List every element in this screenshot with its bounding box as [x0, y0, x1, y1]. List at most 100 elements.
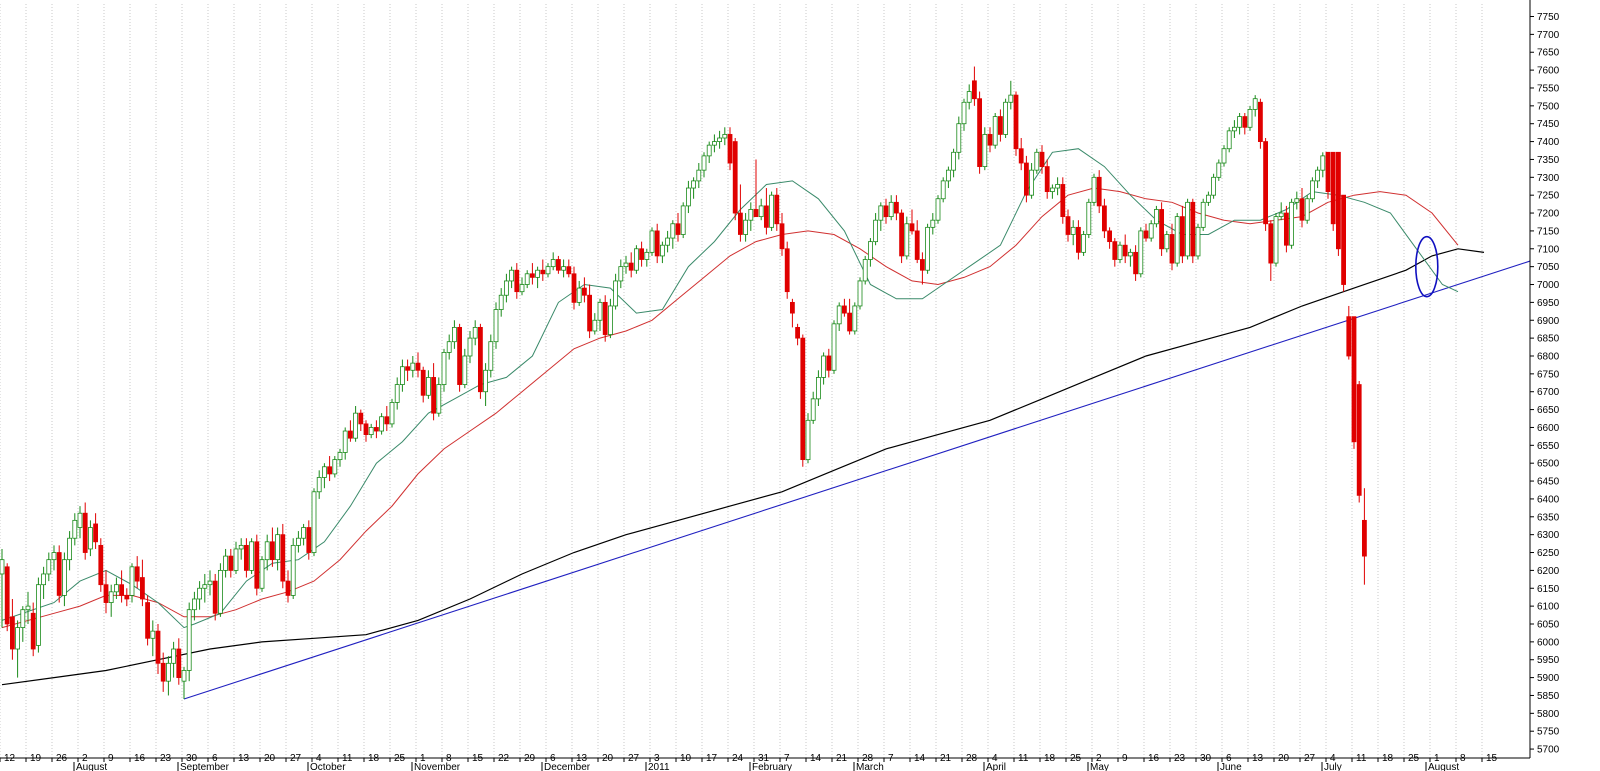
candle-body [514, 269, 520, 293]
candle [914, 220, 920, 264]
candle-body [1164, 234, 1170, 250]
candle [503, 273, 509, 303]
x-month-label: March [856, 762, 884, 771]
candle-body [758, 205, 764, 218]
candle [124, 588, 130, 607]
candle [727, 127, 733, 171]
candle [1122, 234, 1128, 264]
candle-body [207, 580, 213, 586]
candle-body [238, 544, 244, 550]
y-tick-label: 5900 [1537, 673, 1560, 684]
y-tick-label: 5800 [1537, 709, 1560, 720]
candle [1174, 213, 1180, 267]
candle [1024, 155, 1029, 203]
candle-body [935, 198, 941, 221]
candle-body [72, 519, 78, 539]
candle [909, 209, 915, 235]
candle [1159, 202, 1164, 256]
candle-body [1351, 316, 1357, 443]
candle [940, 177, 946, 203]
candle [904, 216, 910, 260]
candle-body [680, 205, 686, 235]
candle-body [368, 427, 374, 436]
candle-body [1122, 244, 1128, 257]
candle-body [150, 630, 156, 639]
candle [436, 377, 442, 417]
breakdown-highlight-ellipse [1415, 235, 1439, 298]
candle [982, 127, 988, 171]
candle-body [748, 209, 754, 221]
candle [1200, 198, 1206, 231]
candle-body [977, 98, 982, 167]
candle-body [145, 602, 151, 639]
candle [1206, 191, 1211, 206]
candle [1034, 148, 1040, 174]
candle [46, 552, 52, 582]
candle-body [477, 326, 483, 393]
x-tick-label: 6 [550, 753, 556, 764]
candle-body [722, 134, 728, 139]
x-tick-label: 31 [758, 753, 770, 764]
x-month-label: May [1090, 762, 1109, 771]
candle [108, 584, 114, 617]
candle-body [1211, 176, 1216, 196]
candle-body [1003, 101, 1008, 135]
candle-body [753, 209, 759, 218]
candle [191, 591, 197, 621]
candle-body [712, 141, 717, 146]
candle-body [1133, 251, 1138, 275]
candle-body [992, 116, 998, 146]
y-tick-label: 6700 [1537, 387, 1560, 398]
candle [1299, 188, 1305, 228]
candle-body [826, 355, 832, 371]
candle [977, 91, 982, 174]
candle [998, 109, 1003, 142]
candle [30, 602, 36, 657]
candle [165, 656, 171, 696]
candle-body [628, 262, 634, 271]
y-tick-label: 7000 [1537, 280, 1560, 291]
x-month-label: November [414, 762, 461, 771]
candle [717, 130, 722, 149]
candle-body [457, 326, 463, 385]
candle [1102, 198, 1107, 239]
candle [566, 259, 572, 278]
candle-body [20, 609, 26, 628]
x-tick-label: 21 [940, 753, 952, 764]
candle [493, 302, 499, 349]
candle-body [311, 491, 317, 553]
candle [550, 252, 556, 271]
candle [680, 202, 686, 239]
x-tick-label: 9 [108, 753, 114, 764]
candle [160, 652, 166, 692]
candle [842, 298, 847, 317]
candle [1341, 194, 1346, 292]
y-tick-label: 7500 [1537, 101, 1560, 112]
candle [1247, 105, 1253, 131]
candle-body [602, 301, 608, 335]
candle [602, 295, 608, 342]
candle-body [1070, 226, 1076, 235]
candle-body [1268, 223, 1274, 264]
x-tick-label: 20 [264, 753, 276, 764]
candle [847, 298, 852, 335]
candle-body [660, 244, 665, 257]
candle [821, 352, 826, 385]
candle [269, 527, 275, 567]
y-tick-label: 6300 [1537, 530, 1560, 541]
candle [467, 330, 473, 364]
candle-body [1055, 184, 1060, 189]
y-tick-label: 6650 [1537, 405, 1560, 416]
y-tick-label: 6850 [1537, 334, 1560, 345]
candle [9, 598, 15, 660]
candle-body [654, 230, 660, 257]
y-tick-label: 7250 [1537, 191, 1560, 202]
candle [1096, 170, 1102, 214]
candle-body [98, 544, 104, 586]
candle-body [1159, 209, 1164, 250]
candle-body [337, 452, 343, 461]
candle-body [691, 180, 696, 189]
candle-body [566, 266, 572, 275]
candle [738, 184, 743, 242]
x-tick-label: 8 [446, 753, 452, 764]
